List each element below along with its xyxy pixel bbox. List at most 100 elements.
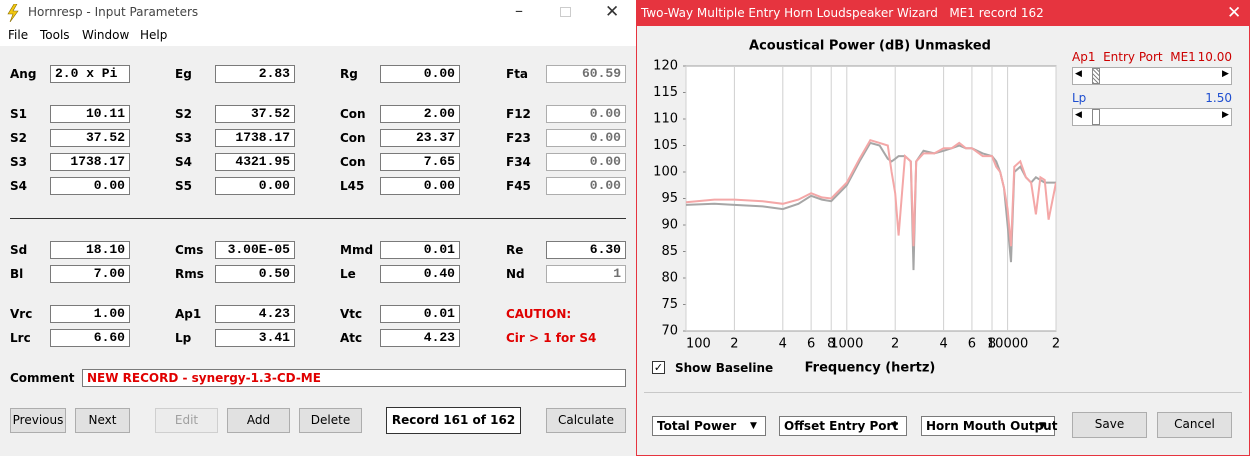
x-tick-label: 8: [827, 337, 835, 352]
dropdown-arrow: ▼: [1039, 421, 1046, 431]
button: Edit: [155, 408, 218, 433]
menu-item[interactable]: Help: [140, 28, 168, 42]
slider-arrow: ▶: [1222, 69, 1229, 79]
parameter-field[interactable]: 3.00E-05: [215, 241, 295, 259]
parameter-field[interactable]: 10.11: [50, 105, 130, 123]
parameter-field[interactable]: 2.00: [380, 105, 460, 123]
slider-thumb[interactable]: [1092, 68, 1100, 84]
parameter-label: Bl: [10, 267, 24, 281]
parameter-label: F12: [506, 107, 531, 121]
y-tick-label: 100: [653, 165, 678, 180]
app-icon: [7, 4, 19, 22]
right-title-bar: [636, 0, 1250, 26]
button[interactable]: Save: [1072, 412, 1147, 438]
comment-field[interactable]: NEW RECORD - synergy-1.3-CD-ME: [82, 369, 626, 387]
slider-track[interactable]: [1072, 67, 1232, 85]
menu-item[interactable]: Tools: [40, 28, 70, 42]
menu-item[interactable]: File: [8, 28, 29, 42]
slider-arrow: ◀: [1075, 69, 1082, 79]
checkbox[interactable]: ✓: [652, 361, 665, 374]
parameter-field[interactable]: 0.50: [215, 265, 295, 283]
close-button[interactable]: ✕: [1227, 3, 1242, 23]
parameter-label: Con: [340, 131, 366, 145]
parameter-field[interactable]: 0.40: [380, 265, 460, 283]
parameter-label: S4: [10, 179, 27, 193]
parameter-field[interactable]: 0.00: [50, 177, 130, 195]
parameter-label: S5: [175, 179, 192, 193]
parameter-field: 0.00: [546, 105, 626, 123]
button[interactable]: Delete: [299, 408, 362, 433]
x-tick-label: 8: [988, 337, 996, 352]
parameter-field[interactable]: 7.00: [50, 265, 130, 283]
parameter-field[interactable]: 1738.17: [50, 153, 130, 171]
menu-item[interactable]: Window: [82, 28, 130, 42]
parameter-label: Con: [340, 155, 366, 169]
parameter-field[interactable]: 6.30: [546, 241, 626, 259]
maximize-button[interactable]: [560, 7, 571, 17]
parameter-field[interactable]: 2.0 x Pi: [50, 65, 130, 83]
close-button[interactable]: ✕: [605, 2, 620, 22]
parameter-field: 1: [546, 265, 626, 283]
parameter-field[interactable]: 4.23: [215, 305, 295, 323]
parameter-label: L45: [340, 179, 365, 193]
parameter-field: 0.00: [546, 153, 626, 171]
parameter-field[interactable]: 1.00: [50, 305, 130, 323]
parameter-field[interactable]: 0.00: [215, 177, 295, 195]
dropdown[interactable]: Total Power: [652, 416, 766, 436]
y-tick-label: 105: [653, 138, 678, 153]
parameter-label: Nd: [506, 267, 525, 281]
y-tick-label: 120: [653, 59, 678, 74]
slider-thumb[interactable]: [1092, 109, 1100, 125]
x-tick-label: 2: [1052, 337, 1060, 352]
button[interactable]: Next: [75, 408, 130, 433]
parameter-field[interactable]: 37.52: [50, 129, 130, 147]
dropdown[interactable]: Offset Entry Port: [779, 416, 907, 436]
button[interactable]: Cancel: [1157, 412, 1232, 438]
parameter-label: Le: [340, 267, 356, 281]
y-tick-label: 115: [653, 85, 678, 100]
minimize-button[interactable]: –: [515, 1, 523, 20]
parameter-field[interactable]: 1738.17: [215, 129, 295, 147]
parameter-field[interactable]: 23.37: [380, 129, 460, 147]
button[interactable]: Previous: [10, 408, 66, 433]
parameter-field[interactable]: 0.01: [380, 241, 460, 259]
parameter-label: Re: [506, 243, 524, 257]
checkbox-label[interactable]: Show Baseline: [675, 361, 774, 375]
button[interactable]: Calculate: [546, 408, 626, 433]
parameter-field[interactable]: 4321.95: [215, 153, 295, 171]
dropdown[interactable]: Horn Mouth Output: [921, 416, 1057, 436]
parameter-field[interactable]: 6.60: [50, 329, 130, 347]
parameter-field[interactable]: 0.00: [380, 177, 460, 195]
y-tick-label: 75: [661, 297, 678, 312]
slider-value: 10.00: [1197, 50, 1232, 64]
parameter-label: Mmd: [340, 243, 374, 257]
slider-track[interactable]: [1072, 108, 1232, 126]
parameter-field[interactable]: 0.01: [380, 305, 460, 323]
parameter-label: S2: [10, 131, 27, 145]
button[interactable]: Add: [227, 408, 290, 433]
parameter-label: Rms: [175, 267, 204, 281]
separator: [10, 218, 626, 219]
parameter-field[interactable]: 2.83: [215, 65, 295, 83]
series-line: [686, 139, 1056, 247]
parameter-label: Eg: [175, 67, 192, 81]
chart-title: Acoustical Power (dB) Unmasked: [749, 39, 991, 54]
parameter-label: Ap1: [175, 307, 202, 321]
x-tick-label: 2: [730, 337, 738, 352]
y-tick-label: 70: [661, 324, 678, 339]
parameter-field[interactable]: 7.65: [380, 153, 460, 171]
parameter-field[interactable]: 37.52: [215, 105, 295, 123]
y-tick-label: 95: [661, 191, 678, 206]
parameter-label: Cms: [175, 243, 204, 257]
parameter-label: Ang: [10, 67, 37, 81]
caution-text: CAUTION:: [506, 307, 572, 321]
caution-text: Cir > 1 for S4: [506, 331, 597, 345]
parameter-field[interactable]: 3.41: [215, 329, 295, 347]
x-tick-label: 4: [779, 337, 787, 352]
parameter-field: 0.00: [546, 177, 626, 195]
right-title: Two-Way Multiple Entry Horn Loudspeaker …: [641, 6, 1044, 20]
parameter-field[interactable]: 4.23: [380, 329, 460, 347]
parameter-field[interactable]: 0.00: [380, 65, 460, 83]
parameter-field[interactable]: 18.10: [50, 241, 130, 259]
